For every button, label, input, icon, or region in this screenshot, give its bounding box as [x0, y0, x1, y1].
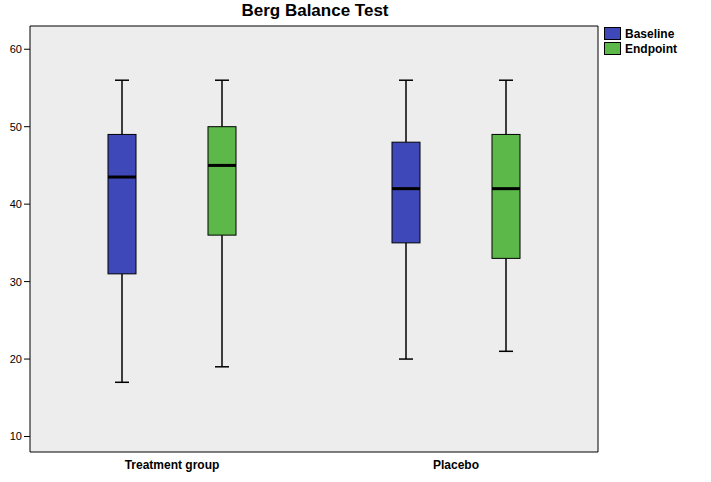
- svg-text:Treatment group: Treatment group: [125, 458, 220, 472]
- svg-text:50: 50: [10, 121, 22, 133]
- svg-text:Placebo: Placebo: [433, 458, 479, 472]
- svg-text:20: 20: [10, 353, 22, 365]
- svg-text:60: 60: [10, 43, 22, 55]
- html-text:Baseline: Baseline: [625, 26, 675, 41]
- html-text:Berg Balance Test: Berg Balance Test: [241, 1, 389, 20]
- svg-text:40: 40: [10, 198, 22, 210]
- html-text:Endpoint: Endpoint: [625, 41, 677, 56]
- svg-text:10: 10: [10, 430, 22, 442]
- svg-text:30: 30: [10, 276, 22, 288]
